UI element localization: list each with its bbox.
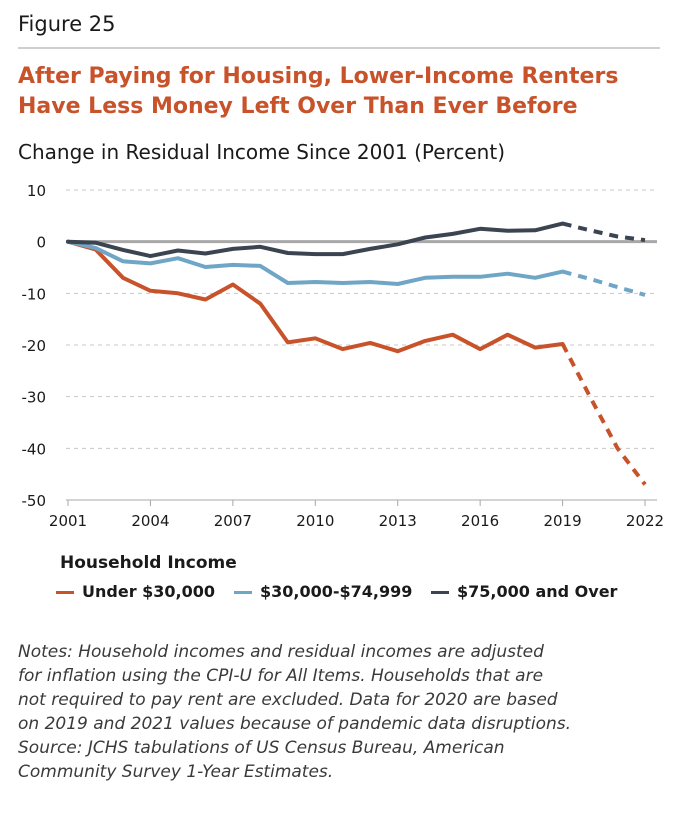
chart-title-line-1: After Paying for Housing, Lower-Income R… <box>18 64 619 89</box>
notes-line-2: for inflation using the CPI-U for All It… <box>18 666 544 686</box>
y-tick-label: -20 <box>22 337 47 355</box>
x-tick-label: 2010 <box>296 512 334 530</box>
legend-title: Household Income <box>60 553 237 573</box>
notes-line-6: Community Survey 1-Year Estimates. <box>18 762 334 782</box>
notes: Notes: Household incomes and residual in… <box>18 640 678 784</box>
x-tick-label: 2016 <box>461 512 499 530</box>
y-tick-label: 0 <box>36 234 46 252</box>
legend-swatch <box>431 591 449 594</box>
y-axis: 10 0 -10 -20 -30 -40 -50 <box>22 182 47 510</box>
x-tick-label: 2001 <box>49 512 87 530</box>
notes-line-1: Notes: Household incomes and residual in… <box>18 642 544 662</box>
y-tick-label: -50 <box>22 492 47 510</box>
series-line-estimated-2 <box>562 221 646 243</box>
series-line-estimated-1 <box>562 269 646 297</box>
notes-line-3: not required to pay rent are excluded. D… <box>18 690 558 710</box>
series-line-1 <box>66 239 565 286</box>
legend-swatch <box>234 591 252 594</box>
header-rule <box>18 47 660 49</box>
y-tick-label: -30 <box>22 389 47 407</box>
x-tick-label: 2013 <box>379 512 417 530</box>
chart-subtitle: Change in Residual Income Since 2001 (Pe… <box>18 140 505 164</box>
x-tick-label: 2007 <box>214 512 252 530</box>
legend-label: $75,000 and Over <box>457 582 618 601</box>
notes-line-5: Source: JCHS tabulations of US Census Bu… <box>18 738 505 758</box>
chart-title: After Paying for Housing, Lower-Income R… <box>18 62 678 122</box>
x-tick-label: 2022 <box>626 512 664 530</box>
figure-label: Figure 25 <box>18 12 116 36</box>
series-line-2 <box>66 221 565 259</box>
series-lines <box>66 221 647 486</box>
legend-swatch <box>56 591 74 594</box>
y-tick-label: -40 <box>22 440 47 458</box>
series-line-estimated-0 <box>560 343 647 486</box>
x-tick-label: 2019 <box>543 512 581 530</box>
legend-label: $30,000-$74,999 <box>260 582 413 601</box>
y-tick-label: 10 <box>27 182 46 200</box>
y-tick-label: -10 <box>22 285 47 303</box>
line-chart: 100-10-20-30-40-50 2001 2004 2007 2010 2013 2… <box>22 182 665 530</box>
x-axis: 2001 2004 2007 2010 2013 2016 2019 2022 <box>49 499 664 530</box>
x-tick-label: 2004 <box>131 512 169 530</box>
notes-line-4: on 2019 and 2021 values because of pande… <box>18 714 572 734</box>
legend-label: Under $30,000 <box>82 582 216 601</box>
chart-title-line-2: Have Less Money Left Over Than Ever Befo… <box>18 94 578 119</box>
legend: Under $30,000 $30,000-$74,999 $75,000 and … <box>56 580 676 606</box>
series-line-0 <box>66 239 565 354</box>
